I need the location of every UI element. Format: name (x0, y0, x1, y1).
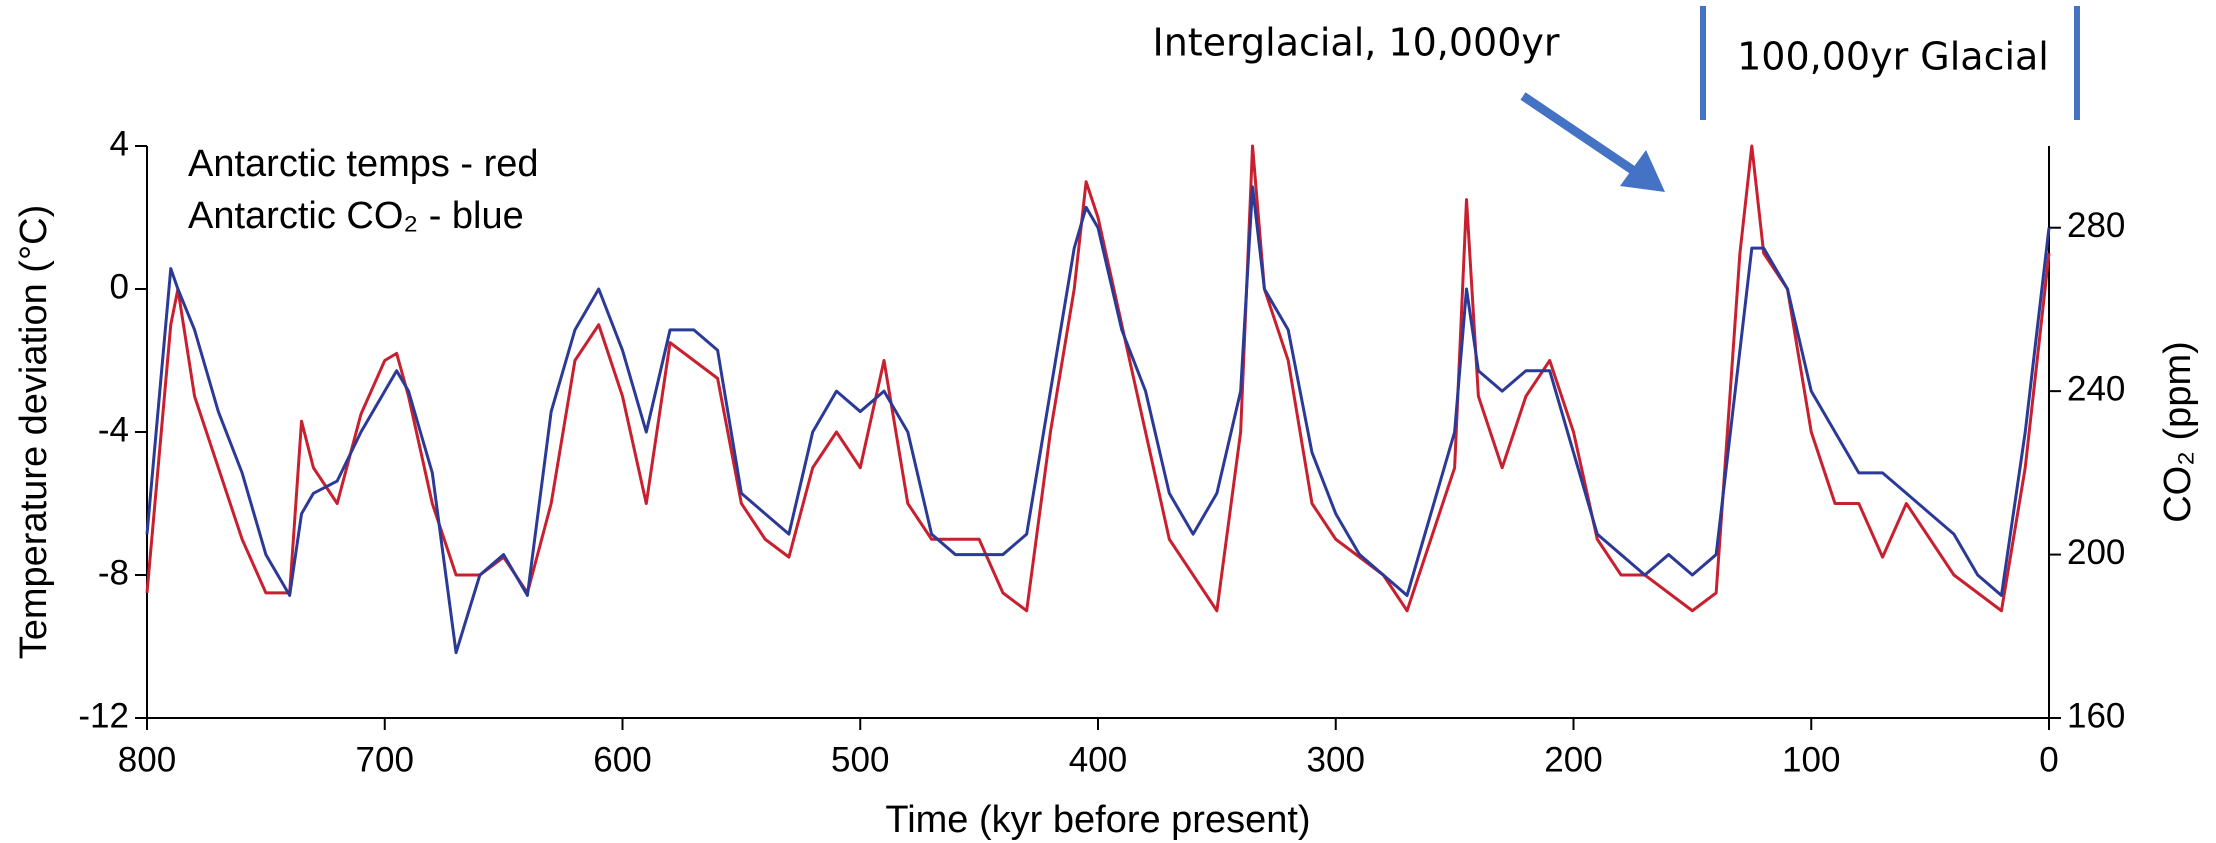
annotation: Interglacial, 10,000yr (1152, 21, 1559, 65)
x-tick-label: 400 (1069, 740, 1127, 779)
x-tick-label: 500 (831, 740, 889, 779)
y2-axis-label: CO₂ (ppm) (2157, 341, 2199, 523)
arrow-head (1620, 150, 1665, 192)
annotation: 100,00yr Glacial (1737, 35, 2049, 79)
x-tick-label: 100 (1782, 740, 1840, 779)
data-line (145, 185, 2051, 655)
x-axis-label: Time (kyr before present) (885, 799, 1310, 841)
x-tick-label: 300 (1307, 740, 1365, 779)
y2-tick-label: 200 (2067, 533, 2125, 572)
x-tick-label: 700 (356, 740, 414, 779)
y-tick-label: -12 (78, 696, 129, 735)
x-tick-label: 600 (593, 740, 651, 779)
legend-line: Antarctic CO₂ - blue (188, 195, 524, 237)
y-tick-label: 4 (110, 124, 129, 163)
x-tick-label: 200 (1544, 740, 1602, 779)
y-tick-label: -8 (98, 553, 129, 592)
data-line (145, 144, 2051, 613)
x-tick-label: 0 (2039, 740, 2058, 779)
y2-tick-label: 280 (2067, 206, 2125, 245)
legend-line: Antarctic temps - red (188, 143, 539, 185)
arrow-shaft (1520, 92, 1643, 179)
x-tick-label: 800 (118, 740, 176, 779)
y-axis-label: Temperature deviation (°C) (13, 205, 55, 660)
y2-tick-label: 240 (2067, 369, 2125, 408)
y2-tick-label: 160 (2067, 696, 2125, 735)
y-tick-label: -4 (98, 410, 129, 449)
y-tick-label: 0 (110, 267, 129, 306)
